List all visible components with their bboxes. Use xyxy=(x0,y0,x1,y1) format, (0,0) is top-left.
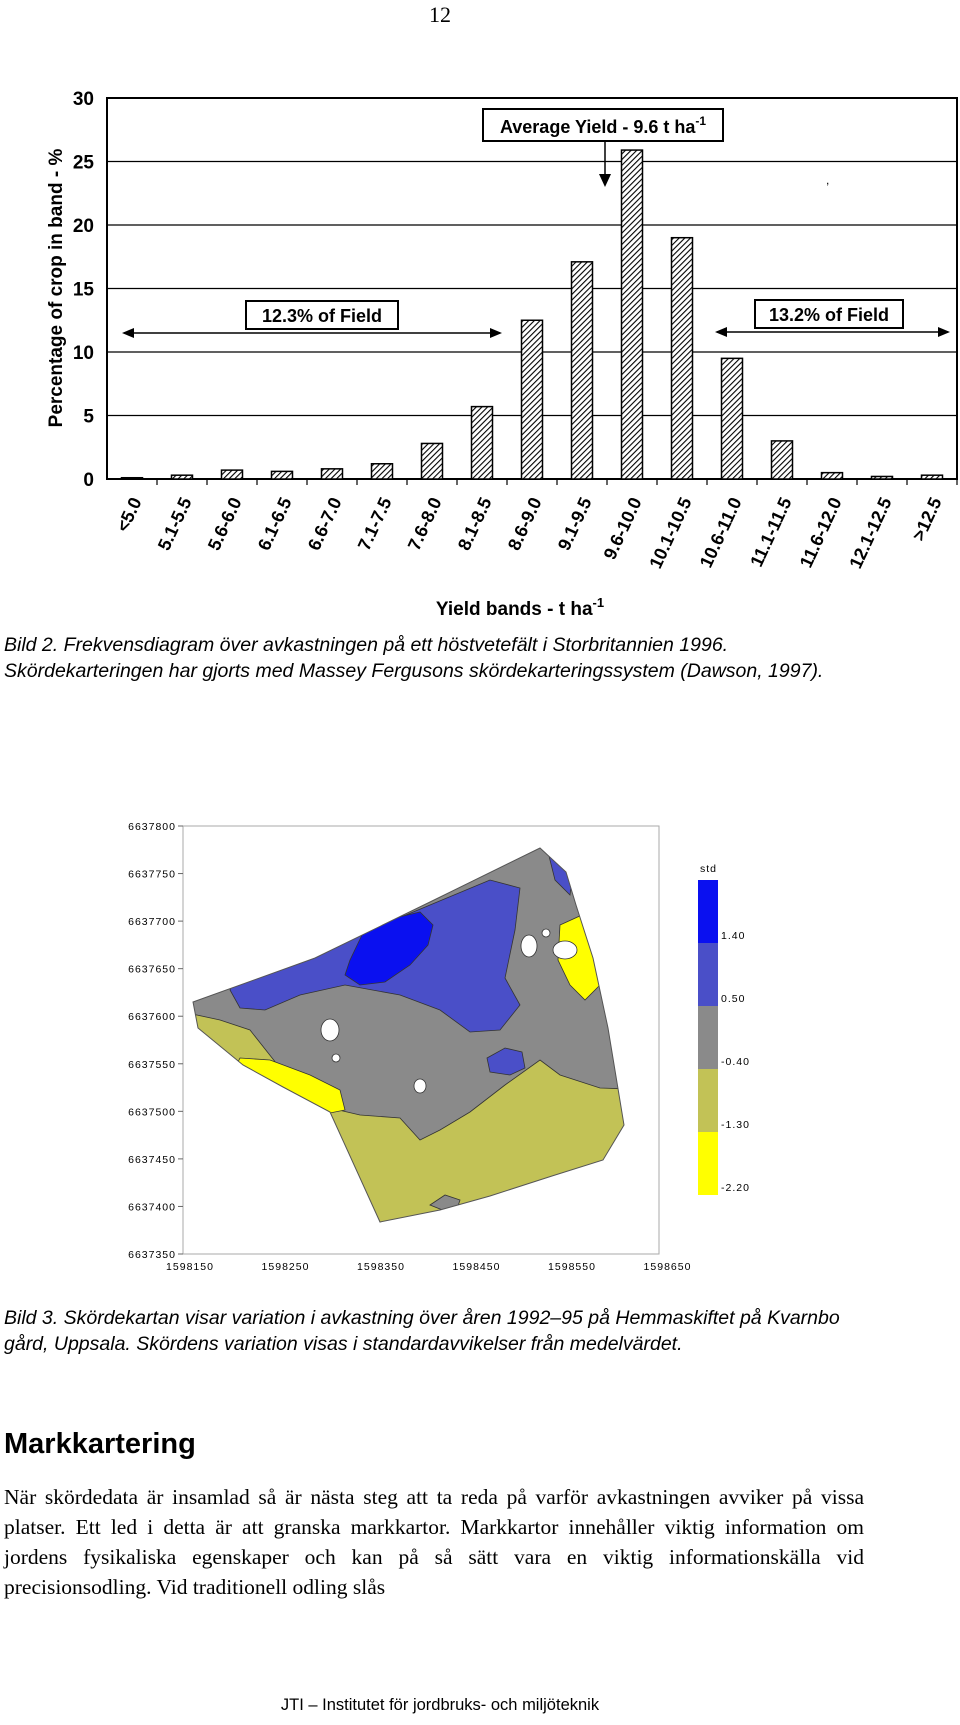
right-share-label: 13.2% of Field xyxy=(769,305,889,325)
map-x-tick-label: 1598350 xyxy=(357,1261,405,1273)
map-x-tick-label: 1598550 xyxy=(548,1261,596,1273)
left-share-box xyxy=(245,300,399,330)
average-arrow-head xyxy=(599,174,611,187)
bar xyxy=(370,463,394,480)
legend-swatch xyxy=(698,1132,718,1195)
page-number: 12 xyxy=(429,2,451,27)
legend-label: 0.50 xyxy=(721,993,745,1005)
hole-3 xyxy=(413,1078,427,1094)
y-tick-label: 5 xyxy=(83,407,94,428)
section-body: När skördedata är insamlad så är nästa s… xyxy=(4,1485,864,1599)
hole-6 xyxy=(541,928,551,938)
y-tick-label: 15 xyxy=(73,280,95,301)
legend-label: -0.40 xyxy=(721,1056,750,1068)
y-tick-label: 30 xyxy=(73,89,94,110)
bar xyxy=(420,442,444,480)
bar xyxy=(720,357,744,480)
bar xyxy=(170,474,194,480)
map-y-tick-label: 6637700 xyxy=(128,916,176,928)
y-tick-label: 10 xyxy=(73,343,94,364)
stray-mark: , xyxy=(826,173,829,187)
map-x-tick-label: 1598250 xyxy=(262,1261,310,1273)
figure-caption-bild2: Bild 2. Frekvensdiagram över avkastninge… xyxy=(4,634,824,682)
left-share-arrow-right xyxy=(490,328,502,338)
bar xyxy=(570,261,594,480)
hole-5 xyxy=(552,940,578,960)
map-x-tick-label: 1598650 xyxy=(644,1261,692,1273)
legend-swatch xyxy=(698,1006,718,1069)
average-yield-label: Average Yield - 9.6 t ha-1 xyxy=(500,114,706,137)
right-share-box xyxy=(754,299,904,329)
y-axis-label: Percentage of crop in band - % xyxy=(46,149,67,428)
bar xyxy=(770,440,794,480)
y-tick-label: 20 xyxy=(73,216,94,237)
hole-2 xyxy=(331,1053,341,1063)
map-x-tick-label: 1598150 xyxy=(166,1261,214,1273)
map-y-tick-label: 6637550 xyxy=(128,1059,176,1071)
average-yield-box xyxy=(482,108,724,142)
zone-blue-island xyxy=(486,1047,526,1076)
bar xyxy=(120,476,144,480)
field-outline xyxy=(192,847,625,1223)
bar xyxy=(870,475,894,480)
map-x-tick-label: 1598450 xyxy=(453,1261,501,1273)
legend-swatch xyxy=(698,1069,718,1132)
bar xyxy=(320,468,344,480)
map-y-tick-label: 6637600 xyxy=(128,1011,176,1023)
right-share-arrow-right xyxy=(938,327,950,337)
map-y-tick-label: 6637800 xyxy=(128,821,176,833)
section-heading: Markkartering xyxy=(4,1428,196,1460)
map-y-tick-label: 6637650 xyxy=(128,964,176,976)
y-tick-label: 0 xyxy=(83,470,94,491)
legend-swatch xyxy=(698,880,718,943)
bar xyxy=(820,471,844,480)
left-share-label: 12.3% of Field xyxy=(262,306,382,326)
map-y-tick-label: 6637400 xyxy=(128,1201,176,1213)
x-axis-label: Yield bands - t ha-1 xyxy=(436,595,604,620)
legend-label: -2.20 xyxy=(721,1182,750,1194)
y-tick-label: 25 xyxy=(73,153,95,174)
bar xyxy=(220,469,244,480)
hole-4 xyxy=(520,934,538,958)
hole-1 xyxy=(320,1018,340,1042)
bar xyxy=(520,319,544,480)
left-share-arrow-left xyxy=(122,328,134,338)
legend-swatch xyxy=(698,943,718,1006)
map-y-tick-label: 6637350 xyxy=(128,1249,176,1261)
map-y-tick-label: 6637500 xyxy=(128,1106,176,1118)
bar xyxy=(470,405,494,480)
legend-label: -1.30 xyxy=(721,1119,750,1131)
bar xyxy=(670,236,694,480)
bar xyxy=(920,474,944,480)
right-share-arrow-left xyxy=(715,327,727,337)
legend-title: std xyxy=(700,863,717,875)
page-footer: JTI – Institutet för jordbruks- och milj… xyxy=(280,1696,600,1714)
map-y-tick-label: 6637450 xyxy=(128,1154,176,1166)
yield-variation-map: 6637800 6637750 6637700 6637650 6637600 66375… xyxy=(128,821,750,1273)
figure-caption-bild3: Bild 3. Skördekartan visar variation i a… xyxy=(4,1307,840,1355)
bar xyxy=(270,470,294,480)
bar xyxy=(620,149,644,480)
legend-label: 1.40 xyxy=(721,930,745,942)
map-y-tick-label: 6637750 xyxy=(128,869,176,881)
